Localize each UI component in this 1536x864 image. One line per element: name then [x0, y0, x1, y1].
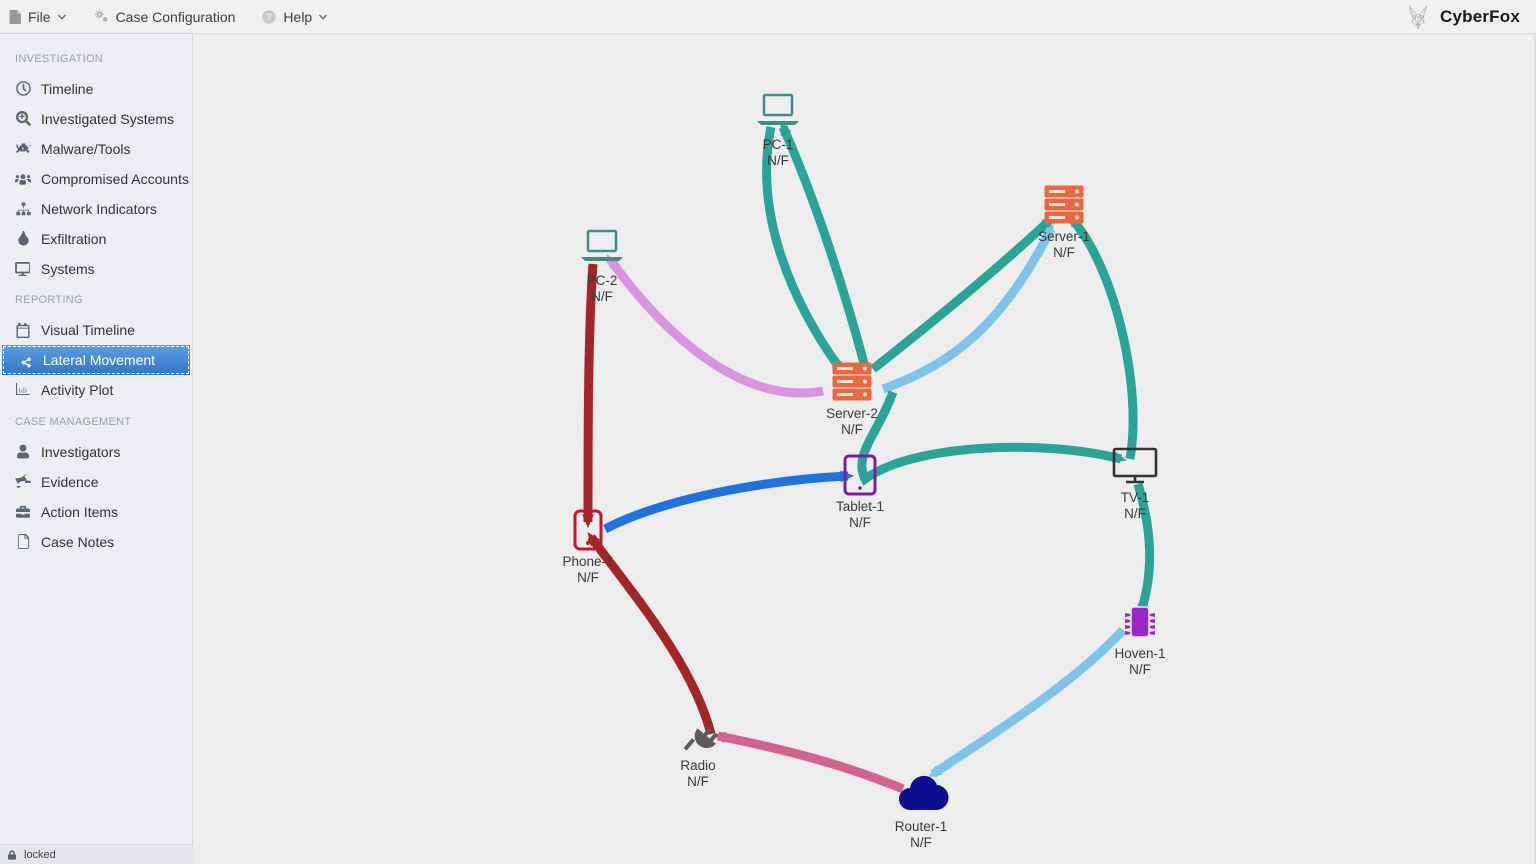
- svg-text:?: ?: [267, 12, 273, 22]
